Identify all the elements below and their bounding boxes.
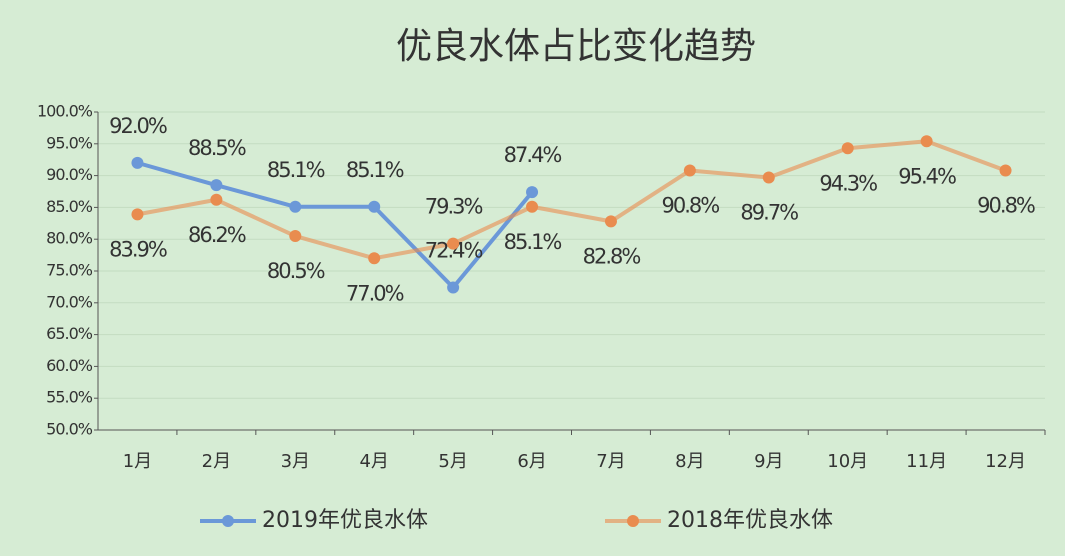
point	[289, 230, 302, 243]
y-tick-label: 90.0%	[46, 165, 93, 184]
data-label: 85.1%	[346, 158, 404, 182]
x-tick-label: 4月	[359, 451, 388, 472]
y-tick-label: 75.0%	[46, 261, 93, 280]
data-label: 79.3%	[425, 195, 483, 219]
point	[289, 200, 302, 213]
data-label: 82.8%	[583, 244, 641, 268]
data-label: 95.4%	[898, 164, 956, 188]
x-tick-label: 6月	[517, 451, 546, 472]
series-line	[136, 160, 534, 290]
data-label: 89.7%	[740, 201, 798, 225]
point	[526, 186, 539, 199]
y-tick-label: 60.0%	[46, 356, 93, 375]
y-tick-label: 85.0%	[46, 197, 93, 216]
y-tick-label: 95.0%	[46, 133, 93, 152]
point	[368, 200, 381, 213]
x-tick-label: 11月	[906, 451, 947, 472]
series-line	[137, 139, 1007, 261]
data-label: 88.5%	[188, 136, 246, 160]
point	[447, 281, 460, 294]
x-tick-label: 10月	[827, 451, 868, 472]
point	[841, 142, 854, 155]
data-label: 77.0%	[346, 281, 404, 305]
data-label: 87.4%	[504, 143, 562, 167]
y-tick-label: 80.0%	[46, 229, 93, 248]
data-label: 80.5%	[267, 259, 325, 283]
data-label: 90.8%	[662, 194, 720, 218]
legend-label: 2018年优良水体	[667, 508, 833, 533]
y-tick-label: 50.0%	[46, 420, 93, 439]
x-tick-label: 2月	[202, 451, 231, 472]
y-tick-label: 55.0%	[46, 388, 93, 407]
x-tick-label: 1月	[123, 451, 152, 472]
x-tick-label: 7月	[596, 451, 625, 472]
x-tick-label: 12月	[985, 451, 1026, 472]
data-label: 86.2%	[188, 223, 246, 247]
y-tick-label: 70.0%	[46, 292, 93, 311]
point	[131, 156, 144, 169]
data-label: 90.8%	[977, 194, 1035, 218]
x-tick-label: 8月	[675, 451, 704, 472]
x-tick-label: 3月	[281, 451, 310, 472]
x-tick-label: 9月	[754, 451, 783, 472]
data-label: 85.1%	[267, 158, 325, 182]
point	[762, 171, 775, 184]
data-label: 85.1%	[504, 230, 562, 254]
point	[131, 208, 144, 221]
x-tick-label: 5月	[438, 451, 467, 472]
point	[999, 164, 1012, 177]
point	[447, 237, 460, 250]
data-label: 92.0%	[109, 114, 167, 138]
legend-label: 2019年优良水体	[262, 508, 428, 533]
legend-marker	[627, 515, 639, 527]
point	[526, 200, 539, 213]
point	[920, 135, 933, 148]
y-tick-label: 100.0%	[37, 102, 93, 121]
chart-title: 优良水体占比变化趋势	[396, 26, 756, 67]
point	[683, 164, 696, 177]
data-label: 94.3%	[819, 171, 877, 195]
point	[210, 179, 223, 192]
point	[368, 252, 381, 265]
data-label: 83.9%	[109, 237, 167, 261]
y-tick-label: 65.0%	[46, 324, 93, 343]
legend-marker	[222, 515, 234, 527]
point	[604, 215, 617, 228]
point	[210, 193, 223, 206]
